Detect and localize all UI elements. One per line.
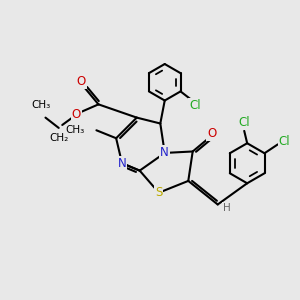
Text: O: O: [207, 127, 217, 140]
Text: CH₂: CH₂: [49, 133, 68, 143]
Text: CH₃: CH₃: [65, 125, 85, 135]
Text: Cl: Cl: [279, 135, 290, 148]
Text: Cl: Cl: [238, 116, 250, 129]
Text: N: N: [118, 157, 126, 170]
Text: O: O: [77, 75, 86, 88]
Text: Cl: Cl: [189, 99, 201, 112]
Text: O: O: [72, 108, 81, 121]
Text: S: S: [155, 186, 163, 199]
Text: CH₃: CH₃: [32, 100, 51, 110]
Text: H: H: [223, 203, 231, 213]
Text: N: N: [160, 146, 169, 159]
